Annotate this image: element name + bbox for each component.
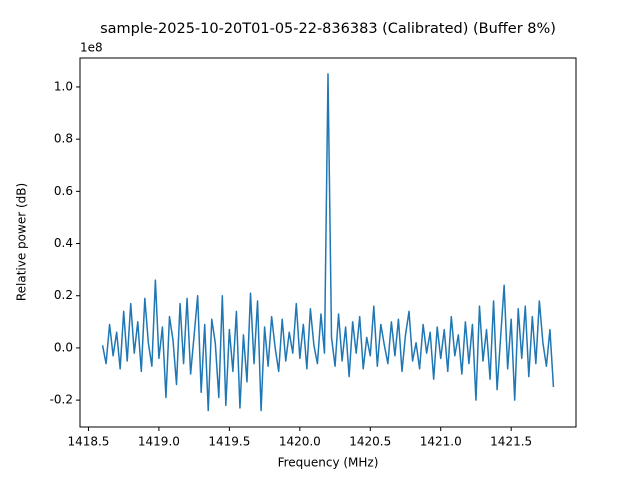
y-tick-label: 0.0 bbox=[54, 340, 73, 354]
plot-frame bbox=[79, 57, 577, 428]
y-tick-label: 0.2 bbox=[54, 288, 73, 302]
x-tick-label: 1420.0 bbox=[279, 435, 321, 449]
x-tick-label: 1421.0 bbox=[420, 435, 462, 449]
y-axis-label: Relative power (dB) bbox=[15, 183, 29, 301]
chart-title: sample-2025-10-20T01-05-22-836383 (Calib… bbox=[100, 21, 556, 37]
x-tick-label: 1420.5 bbox=[349, 435, 391, 449]
x-tick-label: 1419.5 bbox=[208, 435, 250, 449]
y-offset-label: 1e8 bbox=[80, 41, 103, 55]
x-tick-label: 1419.0 bbox=[138, 435, 180, 449]
data-line bbox=[101, 73, 555, 412]
x-tick-label: 1418.5 bbox=[67, 435, 109, 449]
y-tick-label: -0.2 bbox=[50, 393, 73, 407]
y-tick-label: 0.6 bbox=[54, 184, 73, 198]
y-tick-label: 0.8 bbox=[54, 132, 73, 146]
y-tick-label: 1.0 bbox=[54, 79, 73, 93]
x-axis-label: Frequency (MHz) bbox=[278, 456, 379, 470]
x-tick-label: 1421.5 bbox=[490, 435, 532, 449]
y-tick-label: 0.4 bbox=[54, 236, 73, 250]
